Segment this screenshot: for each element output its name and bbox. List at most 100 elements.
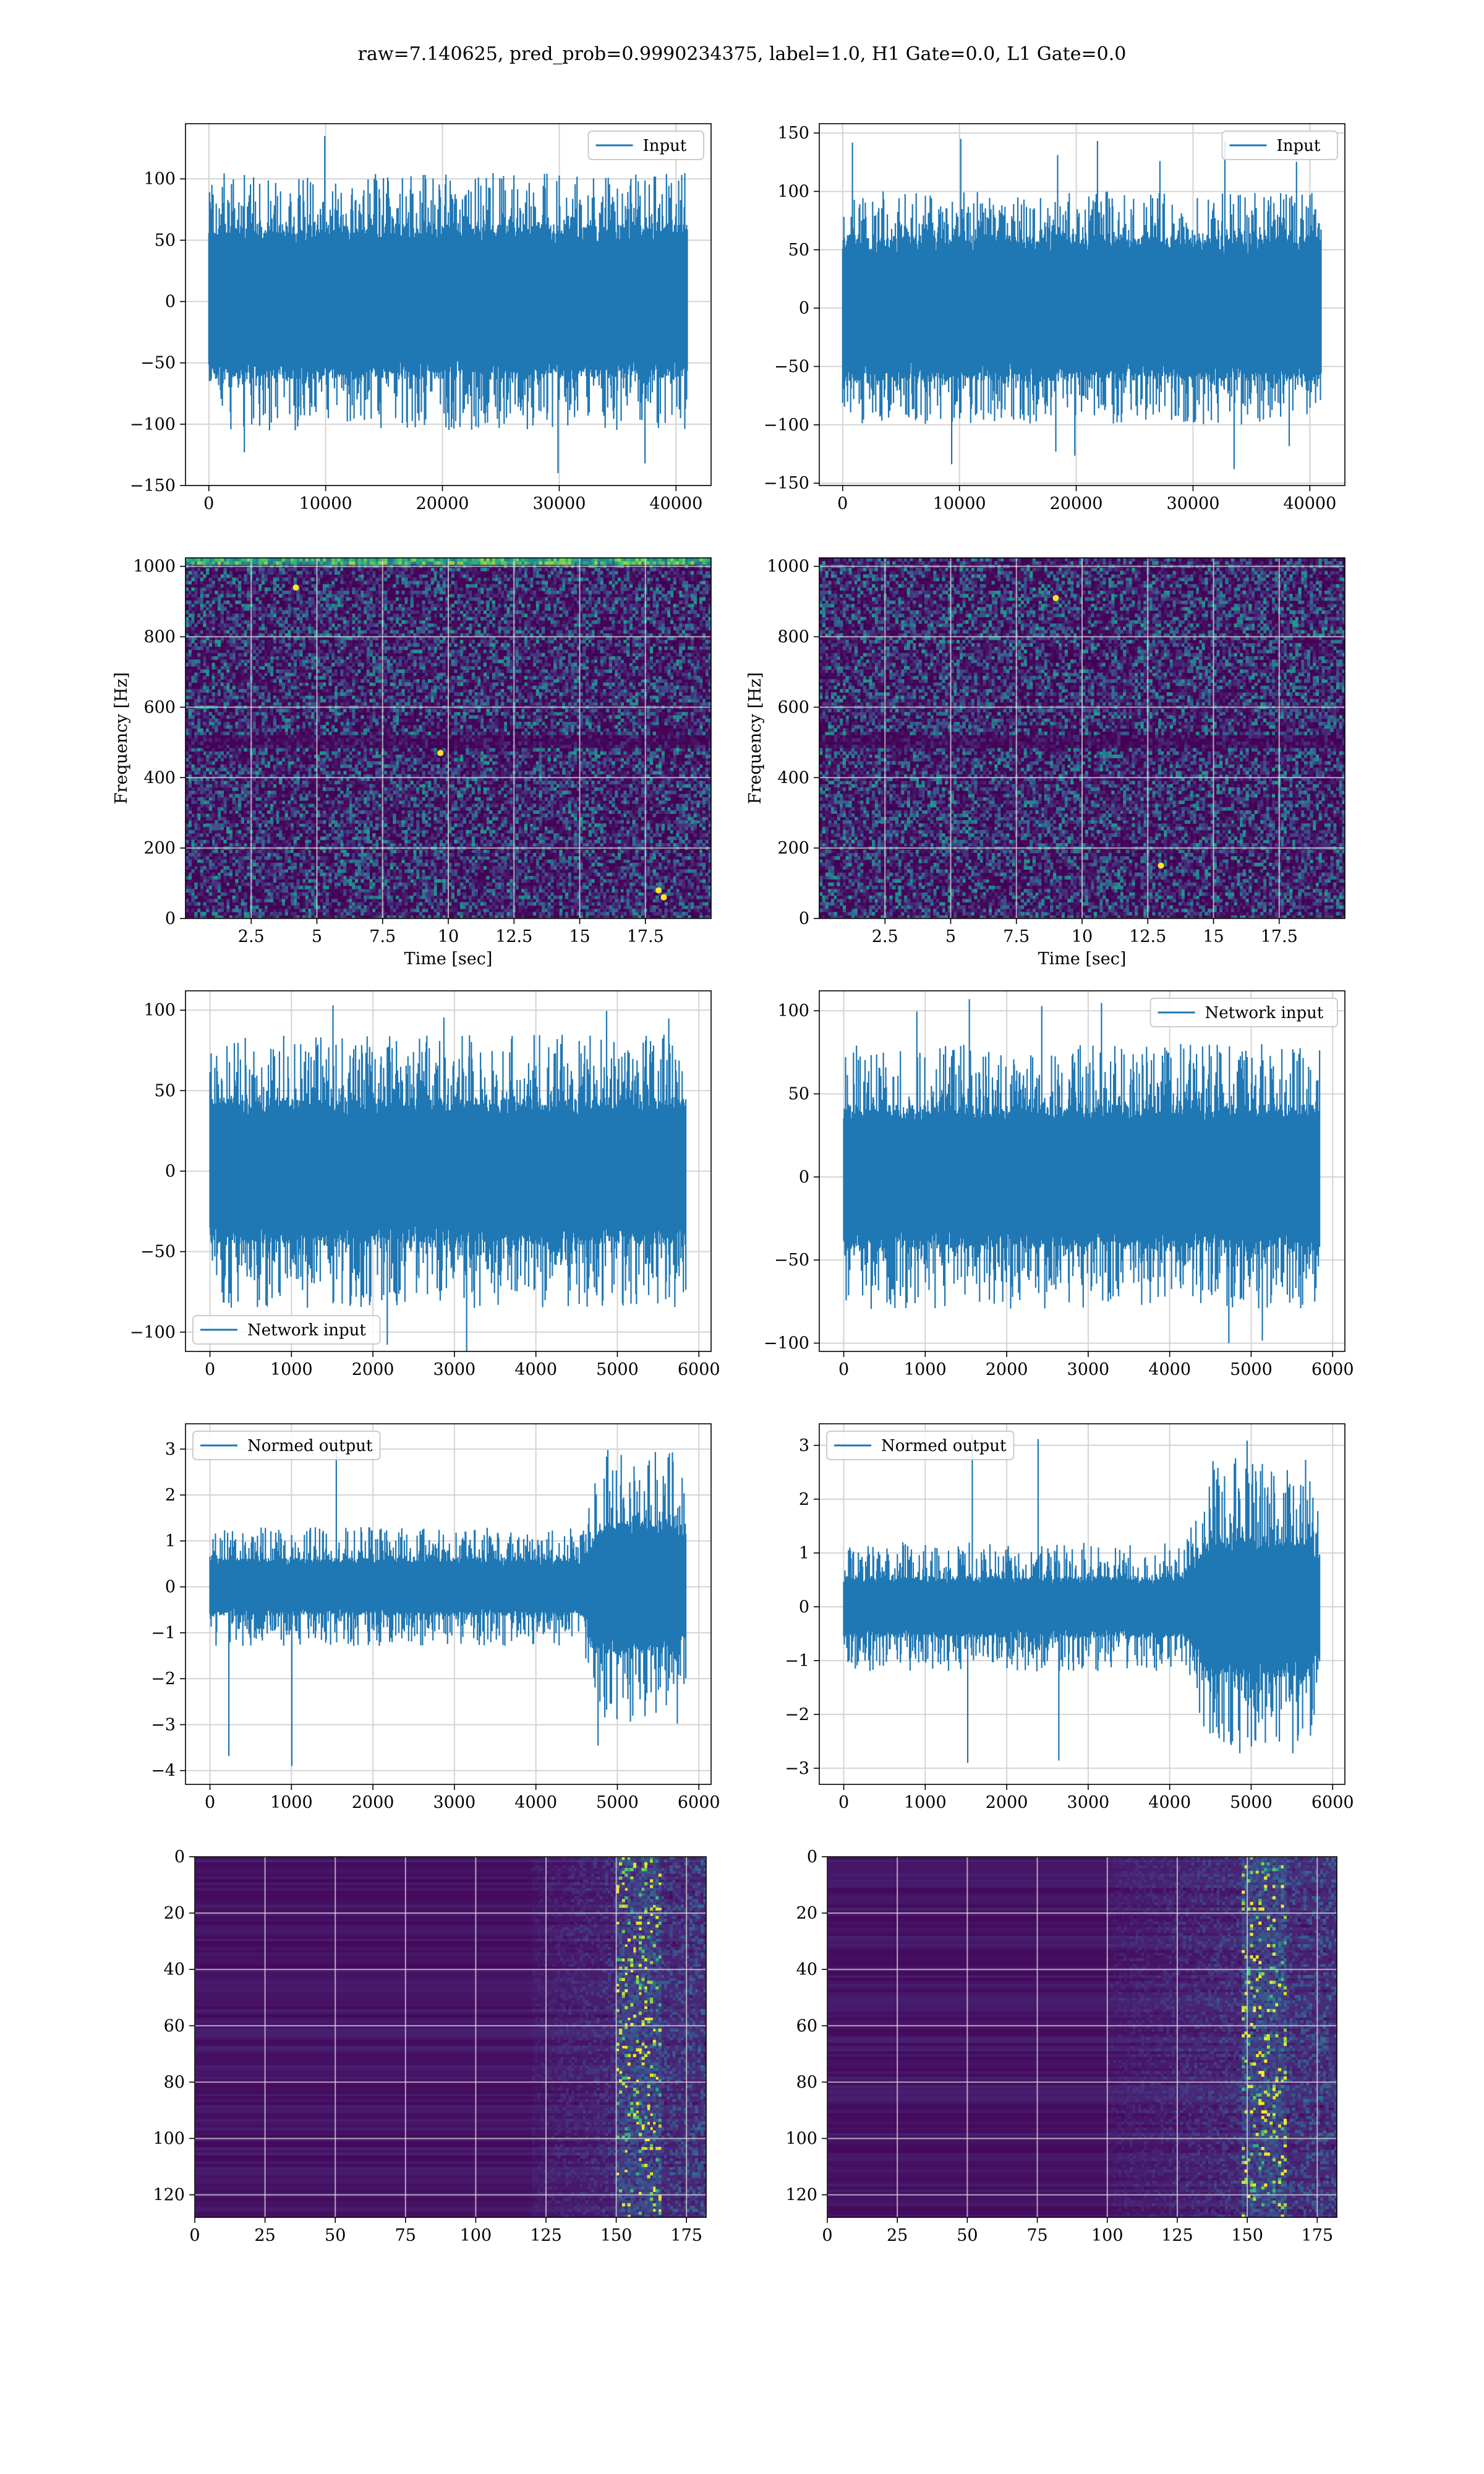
y-tick-label: 100 — [153, 2129, 185, 2148]
heatmap-cells — [639, 1947, 642, 1950]
y-tick-label: 60 — [796, 2016, 817, 2035]
heatmap-cells — [358, 558, 361, 562]
x-tick-label: 4000 — [1148, 1360, 1191, 1379]
heatmap-cells — [650, 1907, 653, 1911]
heatmap-cells — [1278, 2125, 1281, 2128]
heatmap-cells — [370, 558, 373, 562]
heatmap-cells — [282, 558, 285, 562]
y-tick-label: 20 — [164, 1904, 185, 1923]
heatmap-cells — [639, 2133, 642, 2136]
heatmap-cells — [618, 558, 621, 562]
y-tick-label: 120 — [153, 2186, 185, 2205]
heatmap-cells — [594, 561, 597, 565]
heatmap-cells — [1261, 2161, 1264, 2164]
plot-area — [819, 991, 1345, 1351]
y-tick-label: 800 — [143, 628, 176, 647]
heatmap-cells — [619, 1877, 622, 1880]
heatmap-cells — [619, 1862, 622, 1865]
y-tick-label: 150 — [777, 124, 809, 143]
heatmap-cells — [1273, 1868, 1276, 1871]
heatmap-cells — [650, 558, 653, 562]
y-tick-label: −1 — [785, 1651, 809, 1671]
heatmap-cells — [1267, 2009, 1270, 2012]
heatmap-cells — [1250, 2031, 1253, 2034]
heatmap-cells — [1278, 2181, 1281, 2184]
heatmap-cells — [235, 561, 238, 565]
legend: Network input — [193, 1316, 380, 1344]
x-tick-label: 25 — [254, 2226, 275, 2245]
heatmap-cells — [659, 1955, 662, 1958]
heatmap-cells — [1281, 1879, 1284, 1882]
heatmap-cells — [630, 1868, 633, 1871]
series-line — [843, 141, 1321, 464]
heatmap-cells — [1261, 2054, 1264, 2057]
plot-area — [186, 558, 712, 919]
x-tick-label: 30000 — [532, 494, 586, 513]
x-tick-label: 40000 — [1283, 494, 1336, 513]
heatmap-cells — [630, 2107, 633, 2110]
heatmap-cells — [622, 2203, 625, 2206]
heatmap-cells — [1253, 2144, 1256, 2147]
x-tick-label: 0 — [838, 1360, 849, 1379]
x-tick-label: 75 — [395, 2226, 416, 2245]
y-axis-label: Frequency [Hz] — [112, 672, 131, 804]
heatmap-cells — [695, 1919, 698, 1922]
legend: Normed output — [193, 1431, 380, 1460]
heatmap-cells — [628, 2203, 631, 2206]
legend-label: Network input — [247, 1321, 366, 1340]
heatmap-cells — [1256, 1989, 1259, 1992]
heatmap-cells — [495, 558, 498, 562]
heatmap-cells — [1261, 1871, 1264, 1874]
heatmap-cells — [653, 2203, 656, 2206]
heatmap-cells — [650, 2198, 653, 2201]
heatmap-cells — [1253, 2186, 1256, 2189]
x-tick-label: 0 — [822, 2226, 832, 2245]
heatmap-hot-spot — [655, 887, 662, 893]
heatmap-hot-spot — [437, 750, 443, 756]
x-tick-label: 1000 — [270, 1793, 313, 1812]
x-tick-label: 100 — [460, 2226, 492, 2245]
x-tick-label: 3000 — [433, 1360, 476, 1379]
x-tick-label: 0 — [205, 1793, 215, 1812]
heatmap-cells — [399, 561, 402, 565]
x-tick-label: 75 — [1026, 2226, 1047, 2245]
heatmap-cells — [1250, 2181, 1253, 2184]
heatmap-cells — [506, 561, 510, 565]
heatmap-cells — [1281, 2206, 1284, 2209]
heatmap-cells — [1273, 2116, 1276, 2119]
y-tick-label: 2 — [165, 1486, 176, 1505]
heatmap-cells — [644, 1868, 647, 1871]
heatmap-cells — [1284, 1987, 1287, 1990]
x-tick-label: 2000 — [352, 1793, 394, 1812]
chart-r2c1: 2.5 5 7.5 10 12.5 15 17.502004006008001000Time… — [112, 557, 712, 969]
x-tick-label: 2000 — [986, 1360, 1028, 1379]
heatmap-cells — [323, 558, 326, 562]
x-tick-label: 2.5 — [872, 927, 898, 946]
heatmap-cells — [226, 561, 229, 565]
legend-label: Input — [643, 137, 687, 155]
x-tick-label: 150 — [1231, 2226, 1263, 2245]
heatmap-cells — [1273, 2201, 1276, 2204]
x-tick-label: 150 — [600, 2226, 633, 2245]
y-tick-label: 1 — [165, 1531, 176, 1551]
heatmap-cells — [662, 561, 665, 565]
heatmap-cells — [1261, 2116, 1264, 2119]
heatmap-cells — [396, 561, 399, 565]
heatmap-cells — [559, 561, 562, 565]
heatmap-cells — [633, 2088, 636, 2091]
heatmap-cells — [1278, 2178, 1281, 2181]
x-tick-label: 12.5 — [1129, 927, 1166, 946]
y-tick-label: 60 — [164, 2016, 185, 2035]
heatmap-cells — [548, 561, 551, 565]
heatmap-cells — [619, 1904, 622, 1907]
heatmap-cells — [1242, 1899, 1245, 1902]
y-tick-label: 400 — [777, 768, 809, 787]
x-tick-label: 10 — [1072, 927, 1093, 946]
heatmap-hot-spot — [293, 584, 299, 591]
heatmap-cells — [1242, 2018, 1245, 2021]
heatmap-cells — [619, 2020, 622, 2023]
heatmap-cells — [650, 2074, 653, 2077]
heatmap-cells — [364, 558, 367, 562]
x-tick-label: 12.5 — [495, 927, 532, 946]
